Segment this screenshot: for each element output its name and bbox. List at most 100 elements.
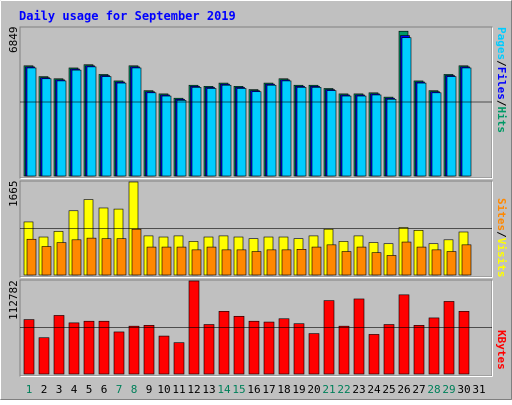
top-bar-pages-day-29	[446, 76, 457, 177]
x-label-day-14: 14	[217, 383, 231, 396]
mid-scale-label: 1665	[7, 181, 20, 208]
bottom-bar-kbytes-day-11	[173, 342, 185, 375]
bottom-bar-kbytes-day-15	[233, 315, 245, 375]
x-label-day-24: 24	[367, 383, 381, 396]
top-bar-pages-day-25	[386, 98, 397, 177]
mid-bar-sites-day-26	[401, 241, 412, 276]
top-bar-pages-day-17	[266, 84, 277, 177]
legend-files: Files	[495, 67, 508, 100]
x-axis-labels: 1 2 3 4 5 6 7 8 9 10 11 12 13 14 15 16 17 18 19 20 21 22 23 24 2…	[26, 383, 486, 396]
bottom-bar-kbytes-day-3	[53, 315, 65, 375]
bottom-bar-kbytes-day-5	[83, 320, 95, 375]
x-label-day-22: 22	[337, 383, 350, 396]
top-bar-pages-day-7	[116, 82, 127, 177]
x-label-day-11: 11	[172, 383, 185, 396]
x-label-day-27: 27	[412, 383, 425, 396]
mid-bar-sites-day-10	[161, 246, 172, 276]
bottom-bar-kbytes-day-10	[158, 335, 170, 375]
mid-bar-sites-day-25	[386, 255, 397, 276]
bottom-bar-kbytes-day-6	[98, 320, 110, 375]
x-label-day-9: 9	[146, 383, 153, 396]
legend-kbytes: KBytes	[495, 330, 508, 370]
mid-bar-sites-day-5	[86, 237, 97, 276]
mid-bar-sites-day-30	[461, 244, 472, 276]
chart-title: Daily usage for September 2019	[19, 9, 236, 23]
top-bar-pages-day-3	[56, 80, 67, 177]
x-label-day-29: 29	[442, 383, 455, 396]
top-bar-pages-day-5	[86, 66, 97, 177]
legend-pages: Pages	[495, 27, 508, 60]
x-label-day-19: 19	[292, 383, 305, 396]
mid-bar-sites-day-6	[101, 238, 112, 276]
mid-bar-sites-day-20	[311, 246, 322, 276]
bottom-bar-kbytes-day-20	[308, 333, 320, 375]
x-label-day-12: 12	[187, 383, 200, 396]
mid-bar-sites-day-16	[251, 251, 262, 276]
mid-bar-sites-day-28	[431, 249, 442, 276]
bottom-bar-kbytes-day-29	[443, 301, 455, 375]
x-label-day-31: 31	[472, 383, 485, 396]
x-label-day-18: 18	[277, 383, 290, 396]
mid-bar-sites-day-23	[356, 246, 367, 276]
bottom-bar-kbytes-day-22	[338, 325, 350, 375]
mid-bar-sites-day-3	[56, 242, 67, 276]
mid-bar-sites-day-8	[131, 228, 142, 276]
top-bar-pages-day-30	[461, 67, 472, 177]
bottom-bar-kbytes-day-9	[143, 325, 155, 375]
bottom-bar-kbytes-day-27	[413, 325, 425, 375]
x-label-day-6: 6	[101, 383, 108, 396]
mid-side-legend: Sites/Visits	[495, 198, 508, 278]
top-bar-pages-day-22	[341, 95, 352, 177]
top-bar-pages-day-19	[296, 87, 307, 177]
top-bar-pages-day-27	[416, 82, 427, 177]
x-label-day-5: 5	[86, 383, 93, 396]
mid-bar-sites-day-11	[176, 246, 187, 276]
top-bar-pages-day-10	[161, 95, 172, 177]
x-label-day-7: 7	[116, 383, 123, 396]
mid-bar-sites-day-1	[26, 238, 37, 276]
top-bar-pages-day-24	[371, 94, 382, 177]
bottom-scale-label: 112782	[7, 280, 20, 320]
top-bar-pages-day-6	[101, 76, 112, 177]
bottom-bar-kbytes-day-8	[128, 325, 140, 375]
bottom-bar-kbytes-day-23	[353, 298, 365, 375]
bottom-bar-kbytes-day-16	[248, 320, 260, 375]
x-label-day-21: 21	[322, 383, 335, 396]
top-bar-pages-day-18	[281, 80, 292, 177]
x-label-day-15: 15	[232, 383, 245, 396]
x-label-day-28: 28	[427, 383, 440, 396]
x-label-day-3: 3	[56, 383, 63, 396]
gridlines-layer	[20, 101, 492, 328]
mid-bar-sites-day-29	[446, 251, 457, 276]
top-scale-label: 6849	[7, 27, 20, 54]
top-bar-pages-day-21	[326, 90, 337, 177]
bottom-bar-kbytes-day-7	[113, 331, 125, 375]
x-label-day-30: 30	[457, 383, 470, 396]
bottom-bar-kbytes-day-4	[68, 322, 80, 375]
x-label-day-8: 8	[131, 383, 138, 396]
mid-bar-sites-day-12	[191, 249, 202, 276]
top-bar-pages-day-2	[41, 78, 52, 177]
x-label-day-4: 4	[71, 383, 78, 396]
bars-layer	[23, 30, 472, 375]
top-bar-pages-day-1	[26, 67, 37, 177]
bottom-bar-kbytes-day-2	[38, 337, 50, 375]
top-bar-pages-day-9	[146, 92, 157, 177]
x-label-day-1: 1	[26, 383, 33, 396]
mid-bar-sites-day-4	[71, 239, 82, 276]
mid-bar-sites-day-17	[266, 249, 277, 276]
x-label-day-26: 26	[397, 383, 410, 396]
legend-separator: /	[495, 100, 508, 107]
top-bar-pages-day-8	[131, 67, 142, 177]
bottom-bar-kbytes-day-14	[218, 311, 230, 375]
mid-bar-sites-day-21	[326, 244, 337, 276]
bottom-bar-kbytes-day-17	[263, 321, 275, 375]
x-label-day-13: 13	[202, 383, 215, 396]
mid-bar-sites-day-18	[281, 249, 292, 276]
top-bar-pages-day-28	[431, 92, 442, 177]
bottom-bar-kbytes-day-18	[278, 318, 290, 375]
legend-hits: Hits	[495, 107, 508, 134]
bottom-bar-kbytes-day-1	[23, 319, 35, 375]
